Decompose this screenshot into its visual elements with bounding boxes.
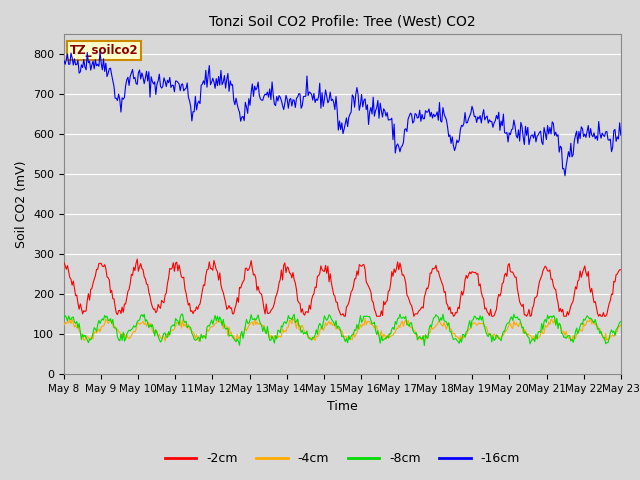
X-axis label: Time: Time	[327, 400, 358, 413]
Title: Tonzi Soil CO2 Profile: Tree (West) CO2: Tonzi Soil CO2 Profile: Tree (West) CO2	[209, 14, 476, 28]
Y-axis label: Soil CO2 (mV): Soil CO2 (mV)	[15, 160, 28, 248]
Legend: -2cm, -4cm, -8cm, -16cm: -2cm, -4cm, -8cm, -16cm	[160, 447, 525, 470]
Text: TZ_soilco2: TZ_soilco2	[70, 44, 138, 57]
